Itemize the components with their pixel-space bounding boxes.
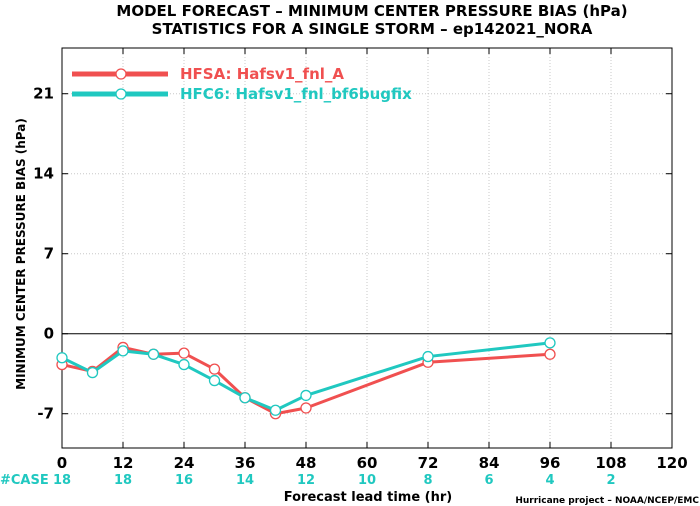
- case-count: 10: [358, 473, 376, 488]
- case-count: 8: [423, 473, 432, 488]
- x-tick-label: 84: [479, 454, 500, 472]
- data-point: [544, 348, 556, 360]
- x-tick-label: 60: [357, 454, 378, 472]
- x-tick-label: 0: [57, 454, 67, 472]
- y-tick-label: 0: [44, 325, 54, 343]
- credit-text: Hurricane project – NOAA/NCEP/EMC: [515, 496, 699, 506]
- case-count: 12: [297, 473, 315, 488]
- series-2: [56, 337, 556, 416]
- x-tick-label: 96: [540, 454, 561, 472]
- series: [56, 337, 556, 420]
- data-point: [269, 404, 282, 416]
- data-point: [422, 350, 434, 363]
- x-tick-label: 108: [595, 454, 626, 472]
- y-tick-label: 21: [33, 85, 54, 103]
- case-count: 14: [236, 473, 254, 488]
- data-point: [300, 389, 312, 402]
- grid: [62, 48, 672, 448]
- y-axis-label: MINIMUM CENTER PRESSURE BIAS (hPa): [14, 118, 28, 390]
- case-count: 16: [175, 473, 193, 488]
- axes: [61, 47, 673, 449]
- data-point: [147, 348, 160, 360]
- data-point: [117, 345, 129, 357]
- data-point: [239, 392, 251, 404]
- case-count: 4: [545, 473, 554, 488]
- chart-title: MODEL FORECAST – MINIMUM CENTER PRESSURE…: [116, 2, 627, 20]
- x-tick-label: 24: [174, 454, 195, 472]
- data-point: [544, 337, 556, 349]
- legend-marker: [115, 68, 127, 80]
- chart-subtitle: STATISTICS FOR A SINGLE STORM – ep142021…: [152, 20, 593, 38]
- data-point: [178, 358, 190, 371]
- x-tick-label: 12: [113, 454, 134, 472]
- case-label: #CASE: [0, 473, 49, 488]
- y-tick-label: 7: [44, 245, 54, 263]
- legend-entry: HFSA: Hafsv1_fnl_A: [180, 65, 344, 83]
- series-1: [56, 341, 556, 420]
- data-point: [300, 402, 312, 414]
- legend-marker: [115, 88, 127, 100]
- x-tick-label: 72: [418, 454, 439, 472]
- tick-labels: 0 12 24 36 48 60 72 84 96 108 120 -7 0 7 14 21: [33, 85, 688, 472]
- legend-entry: HFC6: Hafsv1_fnl_bf6bugfix: [180, 85, 412, 103]
- case-counts: #CASE 18 18 16 14 12 10 8 6 4 2: [0, 473, 616, 488]
- data-point: [208, 374, 221, 387]
- case-count: 18: [53, 473, 71, 488]
- y-tick-label: 14: [33, 165, 54, 183]
- x-tick-label: 48: [296, 454, 317, 472]
- y-tick-label: -7: [37, 405, 54, 423]
- data-point: [178, 347, 190, 359]
- data-point: [86, 366, 99, 379]
- legend: HFSA: Hafsv1_fnl_A HFC6: Hafsv1_fnl_bf6bu…: [72, 65, 412, 103]
- data-point: [56, 352, 68, 364]
- case-count: 18: [114, 473, 132, 488]
- case-count: 6: [484, 473, 493, 488]
- x-tick-label: 120: [656, 454, 687, 472]
- x-axis-label: Forecast lead time (hr): [284, 490, 452, 505]
- x-tick-label: 36: [235, 454, 256, 472]
- case-count: 2: [606, 473, 615, 488]
- data-point: [208, 363, 221, 375]
